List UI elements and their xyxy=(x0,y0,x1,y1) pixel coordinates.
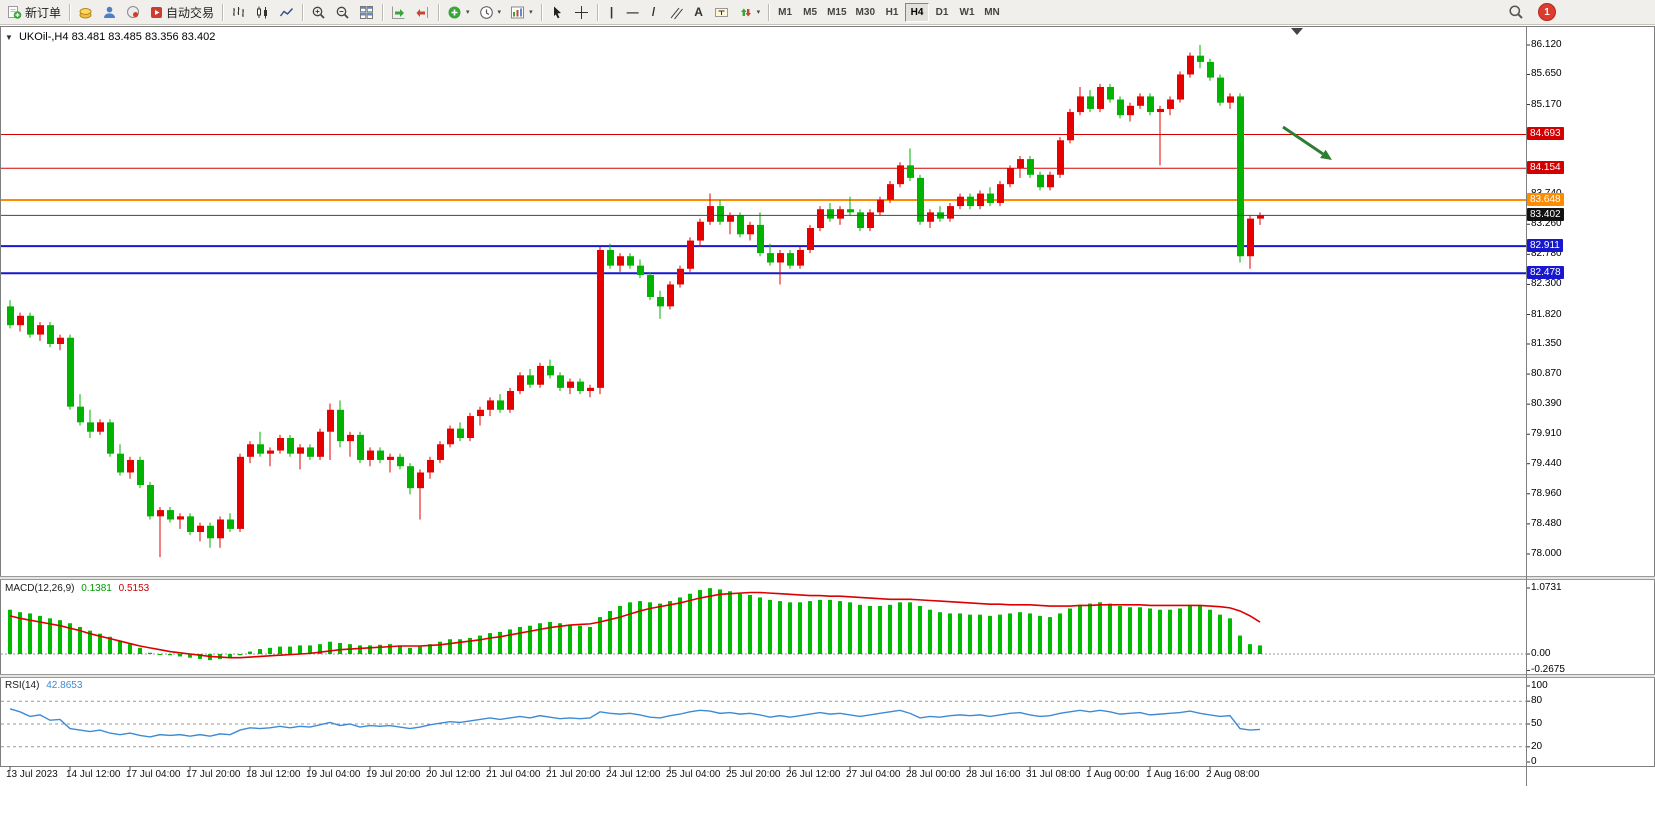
crosshair-button[interactable] xyxy=(570,2,593,23)
macd-panel-splitter[interactable] xyxy=(0,576,1655,580)
timeframe-m1-button[interactable]: M1 xyxy=(773,3,797,22)
macd-main-value: 0.1381 xyxy=(81,583,112,594)
rsi-indicator-label: RSI(14) 42.8653 xyxy=(5,680,82,691)
symbol-period-label: UKOil-,H4 xyxy=(18,31,69,43)
toolbar-separator xyxy=(540,3,542,21)
arrows-button[interactable]: ▾ xyxy=(734,2,765,23)
globe-icon xyxy=(126,5,141,20)
label-button[interactable] xyxy=(710,2,733,23)
toolbar-right-group: 1 xyxy=(1504,2,1556,23)
tile-windows-button[interactable] xyxy=(355,2,378,23)
notification-badge[interactable]: 1 xyxy=(1538,3,1556,21)
time-axis-strip xyxy=(0,766,1655,787)
toolbar-separator xyxy=(382,3,384,21)
toolbar-separator xyxy=(69,3,71,21)
toolbar-separator xyxy=(596,3,598,21)
vertical-line-button[interactable]: | xyxy=(602,2,622,23)
new-order-label: 新订单 xyxy=(25,5,62,20)
rsi-name: RSI(14) xyxy=(5,680,40,691)
candlestick-chart-button[interactable] xyxy=(251,2,274,23)
rsi-value: 42.8653 xyxy=(46,680,83,691)
timeframe-mn-button[interactable]: MN xyxy=(980,3,1004,22)
service-button[interactable] xyxy=(122,2,145,23)
new-order-button[interactable]: 新订单 xyxy=(3,2,65,23)
toolbar-separator xyxy=(222,3,224,21)
templates-button[interactable]: ▾ xyxy=(506,2,537,23)
zoom-out-button[interactable] xyxy=(331,2,354,23)
toolbar-separator xyxy=(768,3,770,21)
equidistant-channel-icon xyxy=(669,5,684,20)
coins-button[interactable] xyxy=(74,2,97,23)
text-button[interactable]: A xyxy=(689,2,709,23)
line-chart-icon xyxy=(279,5,294,20)
chart-window[interactable] xyxy=(0,26,1655,787)
toolbar-separator xyxy=(302,3,304,21)
template-chart-icon xyxy=(510,5,525,20)
autotrade-status-icon xyxy=(150,6,163,19)
tile-windows-icon xyxy=(359,5,374,20)
horizontal-line-button[interactable]: — xyxy=(623,2,643,23)
macd-signal-value: 0.5153 xyxy=(118,583,150,594)
macd-indicator-label: MACD(12,26,9) 0.1381 0.5153 xyxy=(5,583,149,594)
autotrade-button[interactable]: 自动交易 xyxy=(146,2,218,23)
ohlc-values-label: 83.481 83.485 83.356 83.402 xyxy=(71,31,216,43)
crosshair-icon xyxy=(574,5,589,20)
main-toolbar: 新订单 自动交易 xyxy=(0,0,1655,25)
trendline-button[interactable]: / xyxy=(644,2,664,23)
autotrade-label: 自动交易 xyxy=(166,5,215,20)
account-button[interactable] xyxy=(98,2,121,23)
indicators-icon xyxy=(447,5,462,20)
person-icon xyxy=(102,5,117,20)
timeframe-h1-button[interactable]: H1 xyxy=(880,3,904,22)
search-icon xyxy=(1508,4,1524,20)
clock-icon xyxy=(479,5,494,20)
vertical-line-icon: | xyxy=(609,5,614,19)
timeframe-m30-button[interactable]: M30 xyxy=(852,3,879,22)
chevron-down-icon: ▾ xyxy=(756,9,761,16)
chevron-down-icon: ▾ xyxy=(529,9,533,16)
rsi-panel-splitter[interactable] xyxy=(0,674,1655,678)
timeframe-h4-button[interactable]: H4 xyxy=(905,2,929,22)
new-order-icon xyxy=(7,5,22,20)
ohlc-bars-icon xyxy=(231,5,246,20)
search-button[interactable] xyxy=(1504,2,1528,23)
timeframe-m5-button[interactable]: M5 xyxy=(798,3,822,22)
chevron-down-icon: ▾ xyxy=(466,9,470,16)
text-label-icon xyxy=(714,5,729,20)
timeframe-m15-button[interactable]: M15 xyxy=(823,3,850,22)
toolbar-separator xyxy=(438,3,440,21)
bar-chart-button[interactable] xyxy=(227,2,250,23)
text-tool-icon: A xyxy=(694,5,703,19)
line-chart-button[interactable] xyxy=(275,2,298,23)
arrows-icon xyxy=(738,5,753,20)
periods-button[interactable]: ▾ xyxy=(475,2,506,23)
auto-scroll-button[interactable] xyxy=(387,2,410,23)
trendline-icon: / xyxy=(651,5,656,19)
one-click-expander-icon[interactable]: ▼ xyxy=(5,33,13,42)
chart-title: ▼ UKOil-,H4 83.481 83.485 83.356 83.402 xyxy=(5,31,215,43)
timeframe-w1-button[interactable]: W1 xyxy=(955,3,979,22)
chevron-down-icon: ▾ xyxy=(497,9,502,16)
zoom-out-icon xyxy=(335,5,350,20)
macd-name: MACD(12,26,9) xyxy=(5,583,75,594)
candlestick-icon xyxy=(255,5,270,20)
auto-scroll-icon xyxy=(391,5,406,20)
zoom-in-icon xyxy=(311,5,326,20)
timeframe-d1-button[interactable]: D1 xyxy=(930,3,954,22)
horizontal-line-icon: — xyxy=(626,5,639,19)
indicators-button[interactable]: ▾ xyxy=(443,2,474,23)
chart-shift-button[interactable] xyxy=(411,2,434,23)
cursor-arrow-icon xyxy=(550,5,565,20)
chart-shift-icon xyxy=(415,5,430,20)
equidistant-channel-button[interactable] xyxy=(665,2,688,23)
coins-icon xyxy=(78,5,93,20)
zoom-in-button[interactable] xyxy=(307,2,330,23)
cursor-button[interactable] xyxy=(546,2,569,23)
